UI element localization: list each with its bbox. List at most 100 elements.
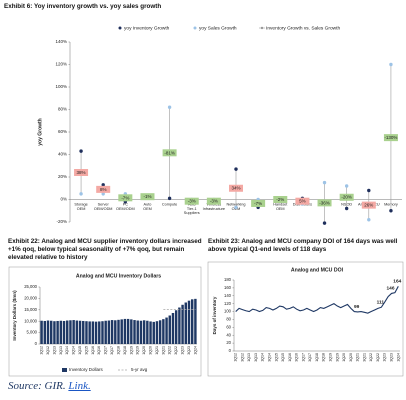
bar	[78, 320, 82, 344]
x-tick-label: 3Q17	[110, 346, 114, 355]
x-tick-label: 3Q20	[148, 346, 152, 355]
x-tick-label: 1Q16	[288, 353, 292, 362]
y-tick-label: 140	[224, 293, 232, 298]
bar	[174, 310, 178, 344]
y-axis-label: yoy Growth	[37, 118, 43, 146]
bar	[72, 320, 75, 344]
x-tick-label: 3Q13	[254, 353, 258, 362]
bar	[101, 321, 104, 344]
x-tick-label: 3Q19	[136, 346, 140, 355]
y-tick-label: 20	[226, 340, 231, 345]
x-tick-label: 3Q14	[268, 353, 272, 362]
y-tick-label: -20%	[56, 219, 67, 224]
difference-label: 34%	[231, 186, 240, 191]
x-tick-label: 1Q19	[329, 353, 333, 362]
y-tick-label: 80%	[58, 107, 67, 112]
inventory-dot	[79, 149, 83, 153]
chart-frame	[207, 261, 404, 377]
chart-subtitle: Analog and MCU DOI	[291, 267, 344, 273]
y-tick-label: 0	[229, 348, 232, 353]
x-tick-label: 1Q13	[52, 346, 56, 355]
y-tick-label: 100	[224, 309, 232, 314]
bar	[168, 315, 171, 344]
sales-dot	[101, 192, 105, 196]
x-tick-label: 3Q23	[187, 346, 191, 355]
difference-box	[383, 134, 398, 142]
difference-label: 8%	[100, 187, 107, 192]
legend-label: yoy Inventory Growth	[124, 25, 170, 31]
bar	[43, 320, 47, 344]
x-tick-label: 1Q24	[193, 346, 197, 355]
x-tick-label: Auto OEM	[143, 203, 152, 211]
source-text: Source: GIR.	[8, 380, 66, 392]
sales-dot	[367, 218, 371, 222]
difference-box	[162, 149, 177, 157]
x-tick-label: 1Q15	[274, 353, 278, 362]
x-tick-label: 1Q15	[78, 346, 82, 355]
x-tick-label: 3Q21	[161, 346, 165, 355]
y-tick-label: 60%	[58, 129, 67, 134]
x-tick-label: 1Q24	[396, 353, 400, 362]
bar	[88, 321, 91, 344]
x-tick-label: Server OEM/ODM	[94, 203, 113, 211]
x-tick-label: 3Q20	[349, 353, 353, 362]
y-tick-label: 80	[226, 317, 231, 322]
exhibit-23-title: Exhibit 23: Analog and MCU company DOI o…	[208, 238, 398, 253]
y-tick-label: 0	[35, 341, 38, 346]
x-tick-label: 3Q19	[335, 353, 339, 362]
difference-box	[317, 199, 332, 207]
bar	[46, 320, 50, 344]
bar	[142, 320, 146, 344]
bar	[104, 320, 107, 344]
difference-box	[140, 193, 155, 201]
bar	[152, 321, 155, 344]
y-tick-label: 60	[226, 324, 231, 329]
x-tick-label: 3Q12	[240, 353, 244, 362]
bar	[98, 321, 101, 344]
x-tick-label: 3Q16	[97, 346, 101, 355]
bar	[85, 321, 88, 344]
sales-dot	[234, 205, 238, 210]
sales-dot	[322, 180, 327, 185]
bar	[155, 321, 159, 344]
inventory-dot	[322, 221, 327, 225]
x-tick-label: 1Q23	[383, 353, 387, 362]
bar	[62, 320, 66, 344]
bar	[117, 319, 120, 344]
bar	[187, 300, 191, 344]
difference-box	[206, 197, 221, 205]
y-tick-label: 120	[224, 301, 232, 306]
x-tick-label: 1Q20	[142, 346, 146, 355]
sales-dot	[79, 192, 83, 196]
bar	[165, 317, 168, 344]
difference-box	[118, 194, 133, 202]
x-tick-label: Handset OEM	[273, 203, 288, 211]
x-tick-label: PC OEM/ODM	[116, 203, 135, 211]
x-tick-label: 1Q17	[301, 353, 305, 362]
chart-frame	[8, 266, 202, 377]
x-tick-label: 1Q18	[315, 353, 319, 362]
y-axis-label: Days of inventory	[212, 296, 217, 334]
y-tick-label: 120%	[55, 62, 67, 67]
bar	[94, 321, 98, 344]
difference-box	[184, 197, 199, 205]
legend-marker	[62, 368, 67, 372]
legend-marker	[260, 26, 264, 30]
inventory-dot	[344, 206, 349, 211]
difference-label: -130%	[384, 135, 397, 140]
bar	[49, 320, 53, 344]
x-tick-label: 3Q18	[123, 346, 127, 355]
legend-marker	[193, 26, 197, 30]
y-axis-label: Inventory Dollars ($mn)	[12, 290, 17, 341]
bar	[171, 312, 175, 344]
difference-label: -3%	[188, 199, 196, 204]
source-link[interactable]: Link.	[68, 380, 91, 392]
bar	[114, 320, 117, 344]
x-tick-label: 3Q21	[362, 353, 366, 362]
y-tick-label: 5,000	[27, 330, 38, 335]
y-tick-label: 160	[224, 285, 232, 290]
source: Source: GIR. Link.	[8, 380, 91, 392]
y-tick-label: 180	[224, 277, 232, 282]
x-tick-label: 3Q16	[295, 353, 299, 362]
